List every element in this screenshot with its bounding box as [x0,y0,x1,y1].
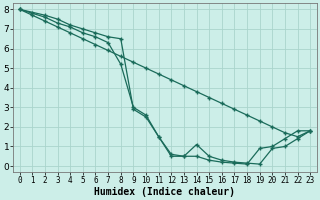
X-axis label: Humidex (Indice chaleur): Humidex (Indice chaleur) [94,186,236,197]
